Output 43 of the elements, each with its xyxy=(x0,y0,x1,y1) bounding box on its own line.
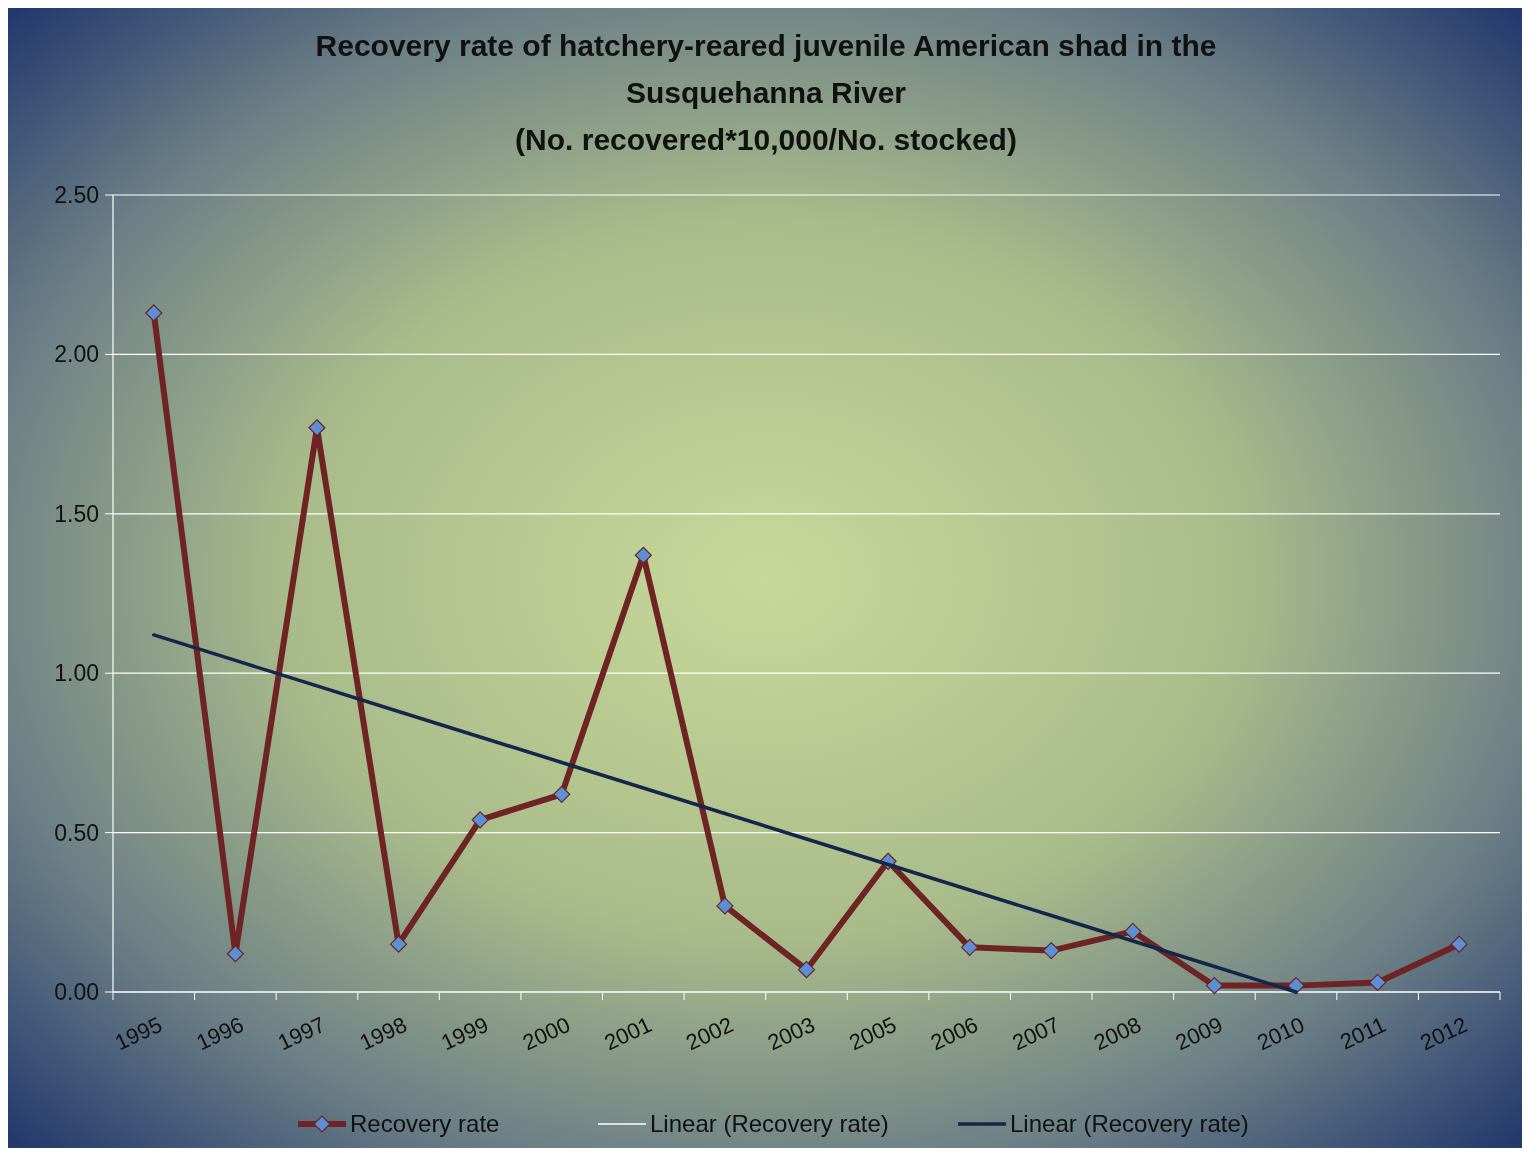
x-tick-label: 2008 xyxy=(1090,1011,1145,1056)
x-tick-label: 2010 xyxy=(1253,1011,1309,1056)
point xyxy=(471,811,489,829)
y-tick-label: 0.50 xyxy=(54,819,99,846)
x-tick-label: 2012 xyxy=(1416,1011,1472,1056)
x-tick-label: 1996 xyxy=(192,1011,248,1056)
chart-subtitle: (No. recovered*10,000/No. stocked) xyxy=(515,123,1017,156)
x-tick-label: 2007 xyxy=(1008,1011,1064,1056)
point xyxy=(145,304,163,322)
legend-label: Linear (Recovery rate) xyxy=(650,1110,889,1137)
chart-title: Recovery rate of hatchery-reared juvenile American shad in the Susquehanna River xyxy=(315,29,1217,109)
point xyxy=(389,935,408,953)
point xyxy=(1450,935,1468,953)
point xyxy=(961,938,979,956)
point xyxy=(716,897,734,915)
y-tick-label: 1.00 xyxy=(54,660,99,687)
point xyxy=(1042,941,1060,960)
x-tick-label: 2002 xyxy=(682,1011,738,1056)
x-tick-label: 2009 xyxy=(1171,1011,1227,1056)
x-tick-label: 1998 xyxy=(355,1011,411,1056)
x-tick-label: 2001 xyxy=(600,1011,656,1056)
point xyxy=(1124,922,1142,941)
point xyxy=(1369,973,1387,992)
point xyxy=(553,785,571,803)
x-tick-label: 2005 xyxy=(845,1011,901,1056)
point xyxy=(797,961,816,979)
y-tick-label: 1.50 xyxy=(54,500,99,527)
x-tick-label: 1997 xyxy=(274,1011,330,1056)
point xyxy=(634,546,652,564)
point xyxy=(1205,977,1224,995)
x-tick-label: 1995 xyxy=(110,1011,166,1056)
legend-label: Recovery rate xyxy=(350,1110,500,1137)
x-tick-label: 2003 xyxy=(763,1011,819,1056)
x-tick-label: 2000 xyxy=(518,1011,574,1056)
y-tick-label: 2.50 xyxy=(54,182,99,208)
x-tick-label: 2011 xyxy=(1336,1011,1390,1055)
x-tick-label: 2006 xyxy=(926,1011,982,1056)
x-tick-label: 1999 xyxy=(437,1011,493,1056)
point xyxy=(308,419,326,437)
legend-label: Linear (Recovery rate) xyxy=(1010,1110,1249,1137)
point xyxy=(226,945,244,963)
y-tick-label: 0.00 xyxy=(54,979,99,1005)
y-tick-label: 2.00 xyxy=(54,341,99,368)
